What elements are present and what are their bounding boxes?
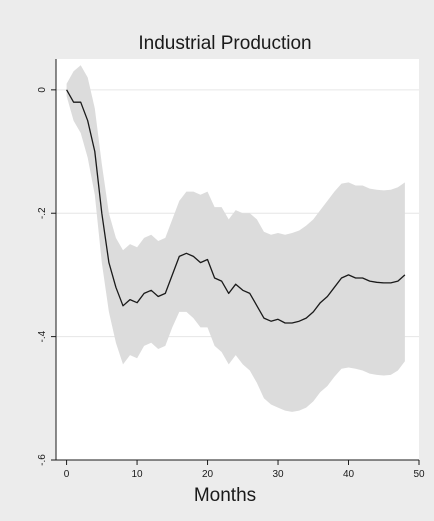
x-tick-label: 20 (202, 469, 214, 480)
y-axis-ticks: 0 -.2 -.4 -.6 (37, 87, 56, 466)
x-tick-label: 30 (272, 469, 284, 480)
confidence-band (66, 65, 405, 412)
x-axis-ticks: 0 10 20 30 40 50 (64, 460, 425, 480)
y-tick-label: -.4 (37, 330, 48, 342)
chart-title: Industrial Production (138, 33, 311, 54)
estimate-line (66, 89, 406, 324)
x-tick-label: 50 (413, 469, 425, 480)
y-tick-label: -.2 (37, 207, 48, 219)
confidence-band-layer (66, 65, 405, 412)
x-tick-label: 10 (131, 469, 143, 480)
x-tick-label: 40 (343, 469, 355, 480)
x-axis-label: Months (194, 485, 256, 506)
y-tick-label: 0 (37, 87, 48, 93)
y-tick-label: -.6 (37, 454, 48, 466)
estimate-line-layer (66, 89, 406, 324)
x-tick-label: 0 (64, 469, 70, 480)
